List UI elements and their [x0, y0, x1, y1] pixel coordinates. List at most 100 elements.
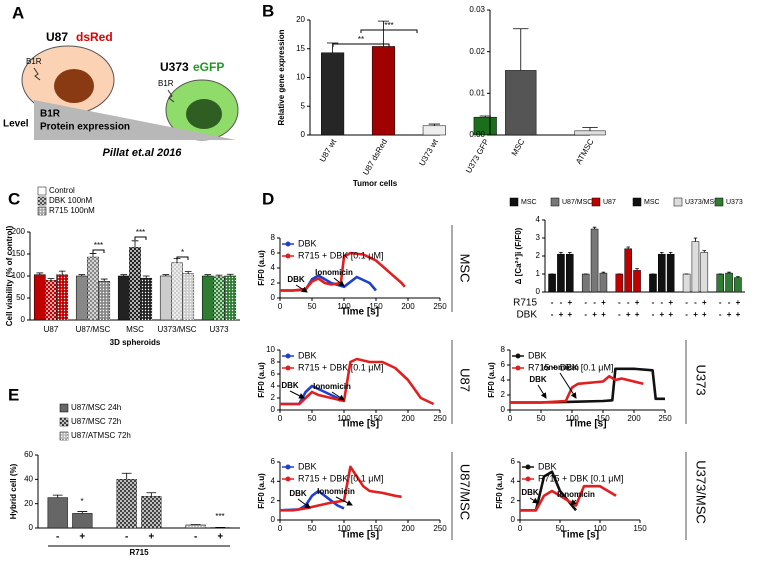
legend-label: DBK — [298, 350, 317, 360]
x-tick-label: MSC — [510, 137, 527, 157]
x-tick-label: U373/MSC — [157, 325, 196, 334]
y-axis-label: Hybrid cell (%) — [9, 463, 18, 519]
condition-sign: + — [736, 298, 741, 307]
x-tick-label: U373 GFP — [464, 138, 491, 175]
error-bar — [635, 269, 639, 271]
y-tick-label: 6 — [271, 248, 276, 257]
condition-sign: + — [702, 298, 707, 307]
legend-swatch — [592, 198, 600, 206]
legend-label: DBK 100nM — [49, 196, 92, 205]
annotation: DBK — [289, 489, 307, 498]
bar — [505, 70, 536, 135]
panel-a: U87 dsRed B1R U373 eGFP B1R Level B1R Pr… — [3, 30, 238, 159]
x-tick-label: 200 — [401, 414, 415, 423]
x-tick-label: 50 — [308, 302, 317, 311]
y-tick-label: 0 — [271, 515, 276, 524]
y-tick-label: 2 — [536, 251, 541, 260]
x-tick-label: 0 — [518, 524, 523, 533]
bar-texture — [45, 280, 56, 320]
error-bar — [59, 271, 66, 275]
bar — [566, 254, 573, 292]
condition-sign: - — [551, 298, 554, 307]
bar — [423, 126, 446, 135]
x-tick-label: ATMSC — [574, 137, 596, 165]
condition-sign: - — [584, 298, 587, 307]
error-bar — [513, 29, 528, 71]
bar — [667, 254, 674, 292]
y-tick-label: 3 — [536, 233, 541, 242]
legend-swatch — [38, 187, 46, 195]
legend-marker — [516, 366, 521, 371]
error-bar — [669, 252, 673, 254]
condition-sign: + — [601, 310, 606, 319]
significance: ** — [358, 35, 364, 44]
x-tick-label: 100 — [337, 414, 351, 423]
error-bar — [660, 252, 664, 254]
bar-texture — [57, 275, 68, 320]
legend-swatch — [715, 198, 723, 206]
legend-label: U87/MSC 24h — [71, 403, 121, 412]
error-bar — [227, 274, 234, 276]
x-axis-label: 3D spheroids — [110, 338, 161, 347]
bar — [48, 498, 68, 528]
annotation: Ionomicin — [541, 363, 579, 372]
legend-label: DBK — [538, 461, 557, 471]
y-tick-label: 0 — [271, 293, 276, 302]
x-tick-label: + — [217, 532, 223, 543]
annotation: DBK — [529, 375, 547, 384]
bar — [160, 276, 171, 320]
x-tick-label: 50 — [308, 524, 317, 533]
x-axis-label: R715 — [129, 548, 149, 557]
condition-sign: + — [567, 310, 572, 319]
significance-bracket — [361, 30, 417, 33]
legend-texture — [60, 432, 68, 440]
significance: *** — [94, 241, 103, 250]
condition-sign: - — [660, 298, 663, 307]
error-bar — [694, 238, 698, 242]
condition-sign: - — [584, 310, 587, 319]
x-tick-label: 0 — [278, 414, 283, 423]
y-tick-label: 4 — [511, 476, 516, 485]
bar-texture — [183, 274, 194, 320]
x-tick-label: 0 — [278, 524, 283, 533]
error-bar — [101, 279, 108, 281]
cell-tag: eGFP — [193, 60, 224, 74]
condition-sign: - — [685, 298, 688, 307]
y-tick-label: 4 — [271, 263, 276, 272]
legend-label: MSC — [644, 199, 660, 206]
side-label: U373 — [694, 364, 709, 395]
nucleus — [54, 69, 94, 103]
error-bar — [48, 279, 55, 281]
y-tick-label: 4 — [271, 381, 276, 390]
bar-texture — [129, 247, 140, 320]
y-tick-label: 6 — [501, 360, 506, 369]
legend-texture — [38, 197, 46, 205]
citation: Pillat et.al 2016 — [103, 147, 183, 159]
y-tick-label: 60 — [24, 450, 33, 459]
y-axis-label: F/F0 (a.u) — [257, 362, 266, 398]
legend-swatch — [551, 198, 559, 206]
y-tick-label: 2 — [511, 496, 516, 505]
legend-label: U373/MSC — [685, 199, 719, 206]
significance: *** — [215, 512, 224, 521]
condition-sign: - — [560, 298, 563, 307]
condition-sign: - — [719, 310, 722, 319]
y-tick-label: 2 — [271, 496, 276, 505]
y-tick-label: 2 — [501, 390, 506, 399]
error-bar — [703, 251, 707, 253]
bar — [575, 131, 606, 135]
x-tick-label: + — [148, 532, 154, 543]
condition-sign: + — [702, 310, 707, 319]
legend-label: U373 — [726, 199, 743, 206]
cell-tag: dsRed — [76, 30, 113, 44]
x-tick-label: 200 — [627, 414, 641, 423]
legend-label: U87/ATMSC 72h — [71, 431, 131, 440]
y-tick-label: 0 — [536, 287, 541, 296]
x-tick-label: + — [79, 532, 85, 543]
bar-texture — [99, 281, 110, 320]
bar-texture — [87, 257, 98, 320]
panel-label: C — [8, 189, 20, 208]
condition-sign: + — [635, 298, 640, 307]
x-tick-label: 50 — [556, 524, 565, 533]
y-tick-label: 10 — [266, 345, 275, 354]
